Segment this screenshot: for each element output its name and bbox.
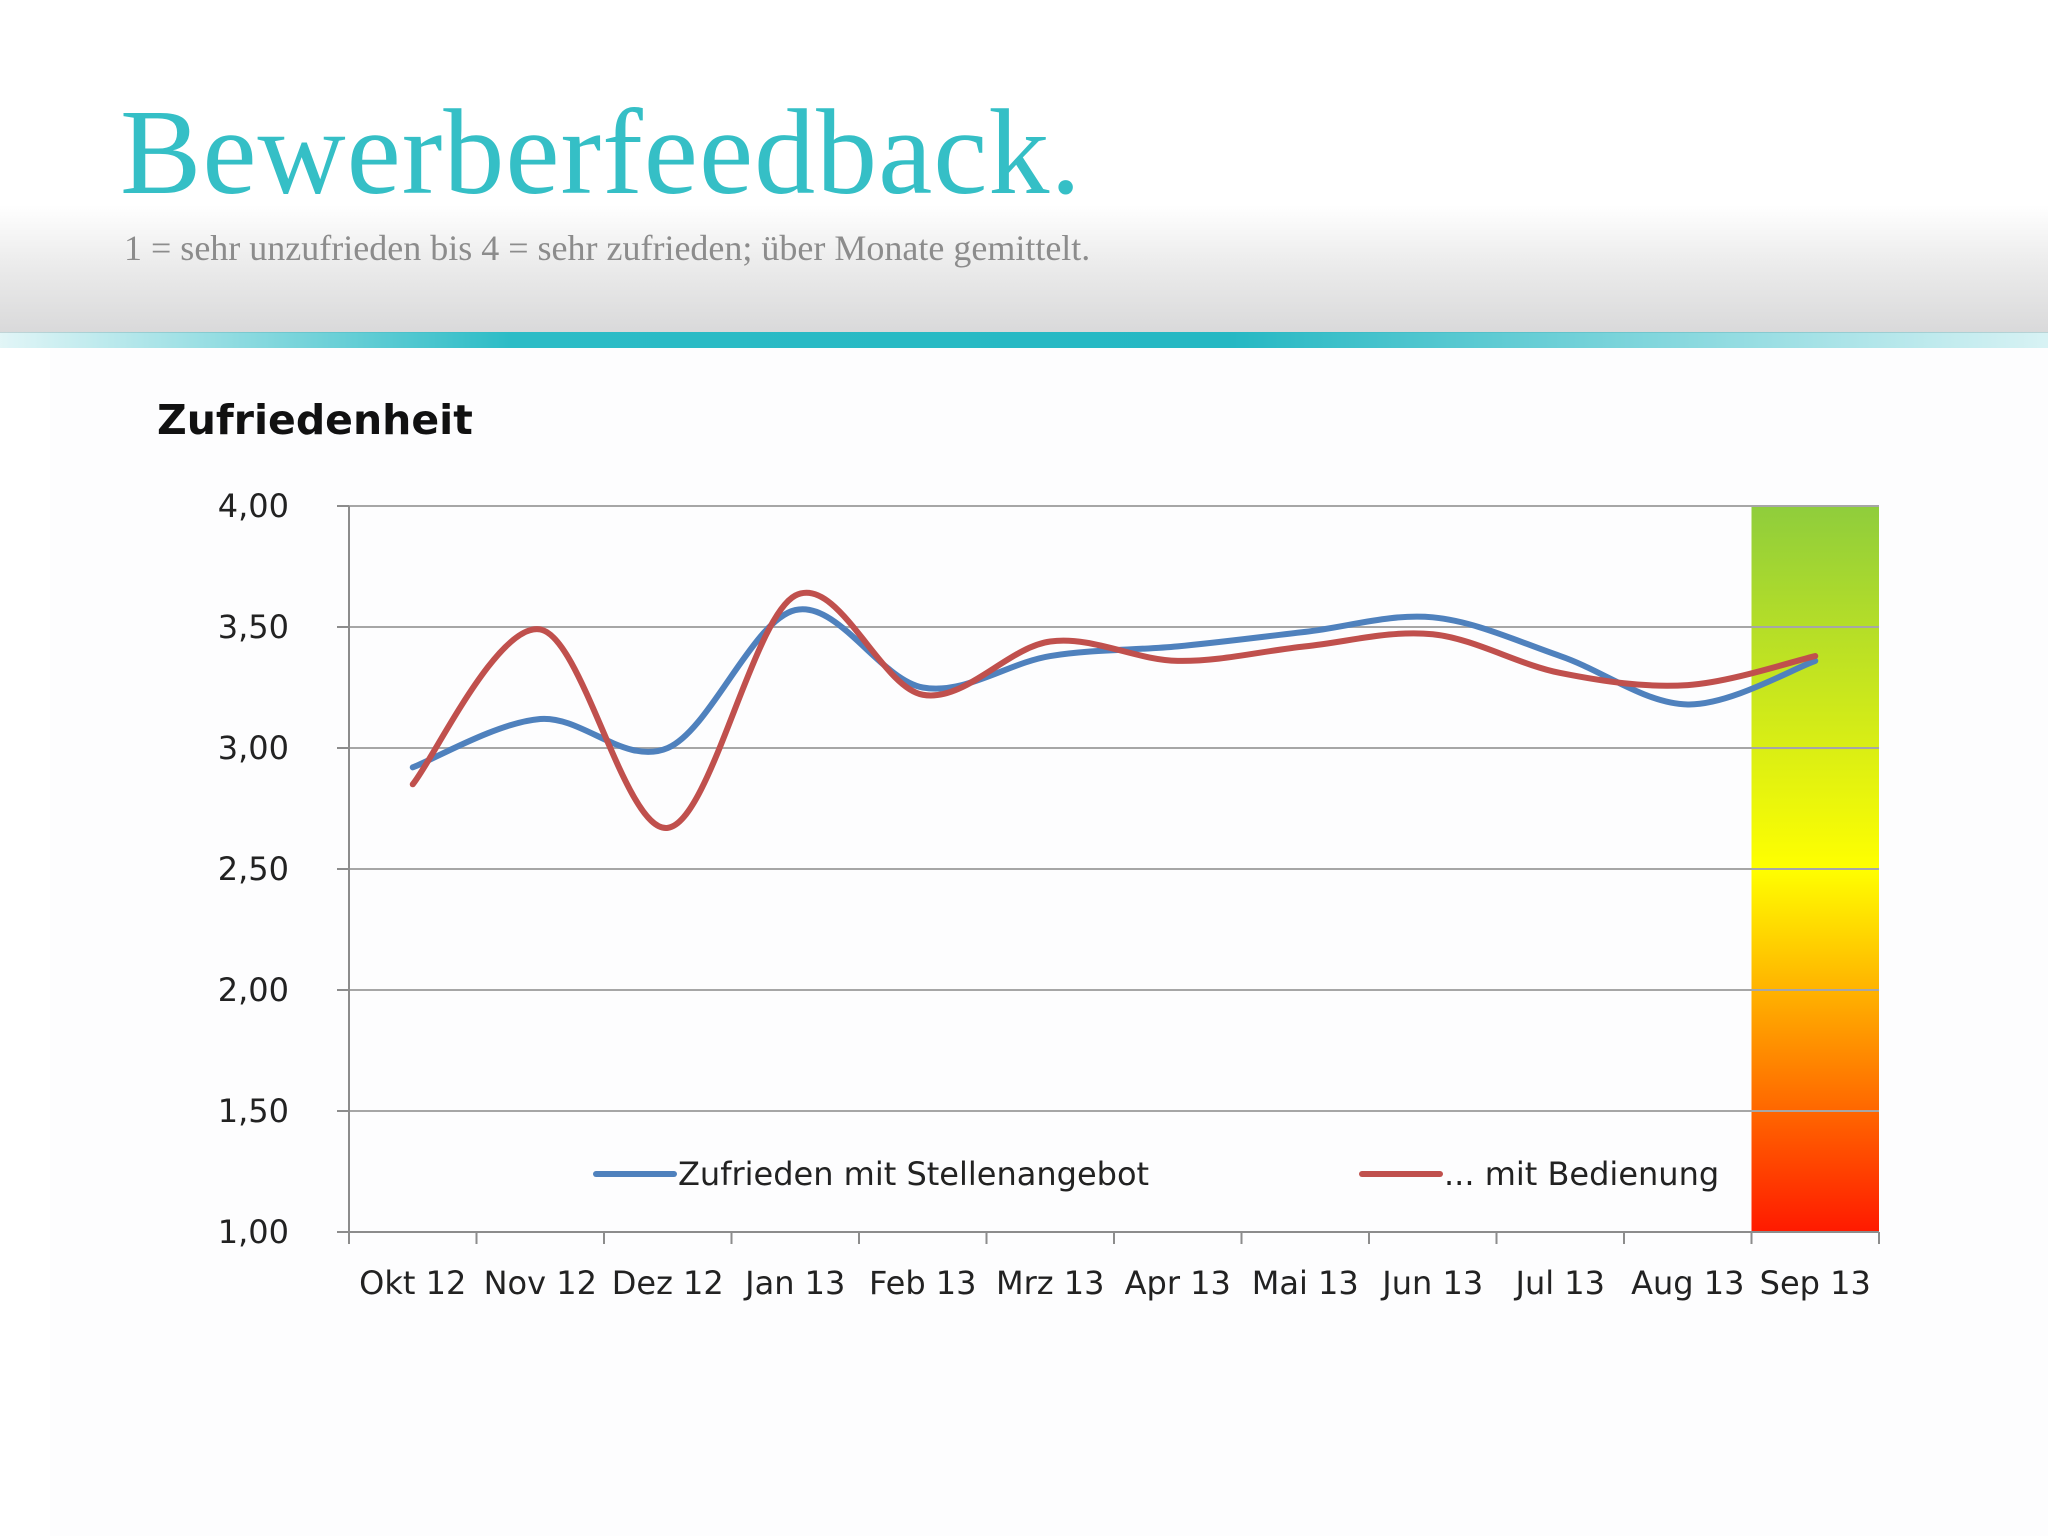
x-tick-label: Jul 13 <box>1514 1264 1606 1302</box>
legend: Zufrieden mit Stellenangebot ... mit Bedi… <box>593 1155 1719 1193</box>
y-tick-label: 2,50 <box>218 850 289 888</box>
y-tick-label: 1,00 <box>218 1213 289 1251</box>
x-tick-label: Nov 12 <box>484 1264 597 1302</box>
legend-label: Zufrieden mit Stellenangebot <box>678 1155 1149 1193</box>
x-tick-label: Jan 13 <box>743 1264 845 1302</box>
y-tick-label: 3,00 <box>218 729 289 767</box>
header-band <box>0 205 2048 333</box>
x-tick-label: Apr 13 <box>1125 1264 1231 1302</box>
y-tick-label: 2,00 <box>218 971 289 1009</box>
axes: 4,00 3,50 3,00 2,50 2,00 1,50 1,00 Okt 12 Nov 12… <box>218 487 1880 1302</box>
x-tick-label: Okt 12 <box>359 1264 466 1302</box>
series-line-1 <box>409 606 1819 771</box>
chart-title: Zufriedenheit <box>157 396 473 444</box>
series-line-2 <box>409 589 1819 831</box>
y-tick-label: 3,50 <box>218 608 289 646</box>
accent-rule <box>0 332 2048 348</box>
slide-subtitle: 1 = sehr unzufrieden bis 4 = sehr zufrie… <box>124 228 1091 268</box>
x-tick-label: Dez 12 <box>612 1264 724 1302</box>
y-tick-label: 4,00 <box>218 487 289 525</box>
x-tick-label: Aug 13 <box>1631 1264 1744 1302</box>
slide-title: Bewerberfeedback. <box>120 85 1082 220</box>
x-tick-label: Feb 13 <box>869 1264 977 1302</box>
x-tick-label: Jun 13 <box>1380 1264 1483 1302</box>
gridlines <box>349 505 1879 1112</box>
x-tick-label: Mai 13 <box>1252 1264 1359 1302</box>
x-tick-label: Sep 13 <box>1760 1264 1871 1302</box>
chart-panel <box>50 348 2048 1536</box>
x-tick-label: Mrz 13 <box>996 1264 1104 1302</box>
y-tick-label: 1,50 <box>218 1092 289 1130</box>
series-lines <box>409 589 1819 831</box>
legend-label: ... mit Bedienung <box>1444 1155 1719 1193</box>
